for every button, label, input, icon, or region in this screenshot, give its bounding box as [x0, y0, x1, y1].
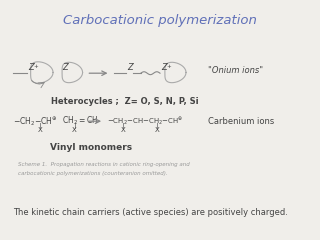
Text: $\mathsf{-CH_2{-}CH{-}CH_2{-}CH^{\oplus}}$: $\mathsf{-CH_2{-}CH{-}CH_2{-}CH^{\oplus}…: [107, 115, 184, 127]
Text: X: X: [38, 127, 42, 133]
Text: "Onium ions": "Onium ions": [208, 66, 263, 75]
Text: Scheme 1.  Propagation reactions in cationic ring-opening and: Scheme 1. Propagation reactions in catio…: [18, 162, 189, 167]
Text: Z: Z: [62, 64, 68, 72]
Text: Z: Z: [127, 64, 133, 72]
Text: Heterocycles ;  Z= O, S, N, P, Si: Heterocycles ; Z= O, S, N, P, Si: [51, 97, 199, 107]
Text: X: X: [72, 127, 77, 133]
Text: X: X: [121, 127, 125, 133]
Text: carbocationic polymerizations (counteranion omitted).: carbocationic polymerizations (counteran…: [18, 171, 167, 176]
Text: +: +: [33, 64, 38, 69]
Text: X: X: [155, 127, 159, 133]
Text: The kinetic chain carriers (active species) are positively charged.: The kinetic chain carriers (active speci…: [13, 208, 288, 217]
Text: Z: Z: [28, 64, 34, 72]
Text: Carbocationic polymerization: Carbocationic polymerization: [63, 14, 257, 27]
Text: Vinyl monomers: Vinyl monomers: [50, 143, 132, 152]
Text: +: +: [166, 64, 171, 69]
Text: Z: Z: [161, 64, 167, 72]
Text: $\mathsf{-CH_2{-}CH^{\oplus}}$: $\mathsf{-CH_2{-}CH^{\oplus}}$: [13, 115, 58, 127]
Text: Carbenium ions: Carbenium ions: [208, 117, 274, 126]
Text: $\mathsf{CH_2{=}CH}$: $\mathsf{CH_2{=}CH}$: [62, 115, 99, 127]
